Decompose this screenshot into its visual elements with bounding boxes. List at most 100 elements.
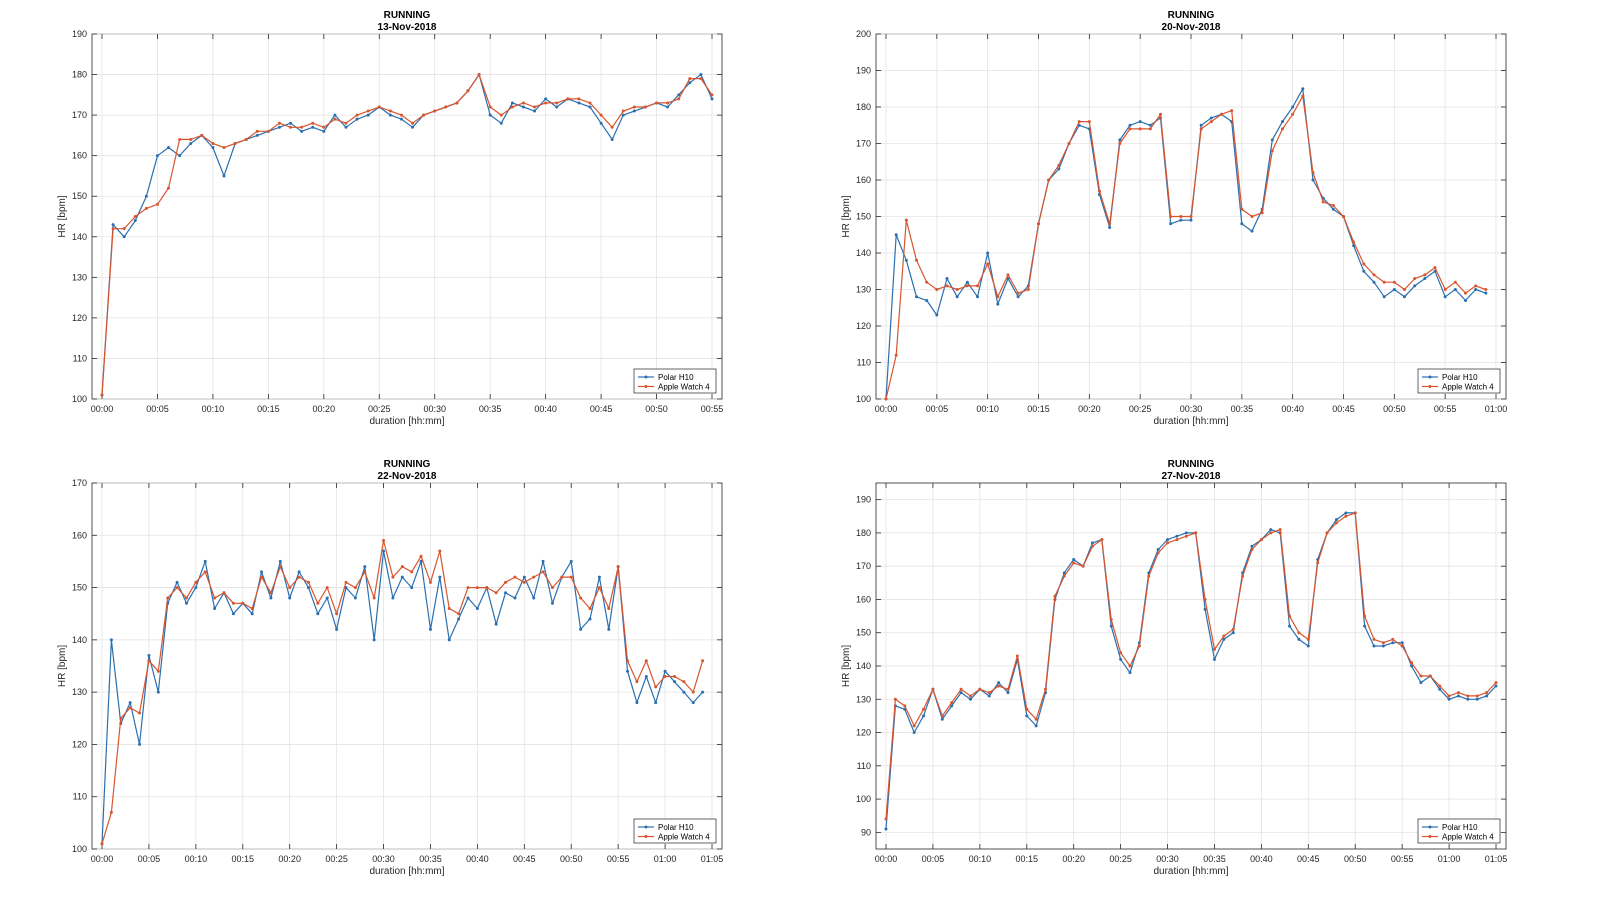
data-point: [391, 575, 395, 579]
data-point: [635, 680, 639, 684]
data-point: [1025, 707, 1029, 711]
data-point: [894, 353, 898, 357]
data-point: [986, 251, 990, 255]
x-tick-label: 00:40: [1281, 404, 1304, 414]
data-point: [1006, 691, 1010, 695]
x-tick-label: 00:50: [645, 404, 668, 414]
data-point: [260, 575, 264, 579]
data-point: [333, 113, 337, 117]
x-tick-label: 00:15: [1016, 854, 1039, 864]
data-point: [682, 690, 686, 694]
y-tick-label: 170: [72, 478, 87, 488]
legend-marker: [644, 375, 648, 379]
data-point: [579, 627, 583, 631]
data-point: [950, 704, 954, 708]
data-point: [1342, 215, 1345, 218]
data-point: [156, 669, 160, 673]
data-point: [1138, 127, 1142, 131]
data-point: [1484, 291, 1488, 295]
data-point: [316, 612, 320, 616]
data-point: [599, 113, 603, 117]
data-point: [1119, 657, 1123, 661]
data-point: [499, 113, 503, 117]
data-point: [477, 73, 481, 77]
data-point: [1220, 112, 1223, 116]
data-point: [1381, 641, 1385, 645]
data-point: [1297, 631, 1301, 635]
data-point: [677, 93, 681, 97]
data-point: [1062, 571, 1066, 575]
data-point: [1189, 215, 1193, 218]
data-point: [915, 295, 918, 299]
data-point: [1362, 262, 1366, 266]
data-point: [1334, 521, 1338, 525]
data-point: [1231, 631, 1235, 635]
y-tick-label: 140: [72, 232, 87, 242]
data-point: [1250, 229, 1254, 233]
data-point: [1391, 641, 1395, 645]
legend-label: Apple Watch 4: [658, 833, 710, 842]
data-point: [1184, 531, 1188, 535]
data-point: [499, 121, 503, 125]
data-point: [428, 580, 432, 584]
x-tick-label: 00:05: [146, 404, 169, 414]
x-tick-label: 00:20: [1078, 404, 1101, 414]
x-tick-label: 00:00: [91, 854, 114, 864]
chart-subtitle: 13-Nov-2018: [378, 22, 437, 33]
data-point: [1391, 637, 1395, 641]
data-point: [1447, 694, 1451, 698]
data-point: [325, 586, 329, 590]
data-point: [566, 97, 570, 101]
data-point: [965, 280, 969, 284]
x-tick-label: 00:25: [325, 854, 348, 864]
data-point: [626, 659, 630, 663]
data-point: [277, 121, 281, 125]
data-point: [260, 570, 264, 574]
data-point: [701, 659, 705, 663]
legend-marker: [644, 825, 648, 829]
data-point: [1466, 697, 1470, 701]
y-tick-label: 120: [72, 313, 87, 323]
data-point: [372, 596, 376, 600]
data-point: [1199, 127, 1203, 131]
y-tick-label: 190: [72, 29, 87, 39]
data-point: [391, 596, 395, 600]
plot-area: [91, 33, 723, 400]
data-point: [122, 227, 126, 231]
data-point: [300, 129, 304, 133]
data-point: [1410, 664, 1414, 668]
data-point: [388, 113, 392, 117]
data-point: [289, 121, 293, 125]
y-tick-label: 190: [856, 66, 871, 76]
x-tick-label: 00:15: [257, 404, 280, 414]
data-point: [1353, 511, 1357, 515]
data-point: [1119, 651, 1123, 655]
data-point: [621, 109, 625, 113]
data-point: [288, 586, 292, 590]
data-point: [411, 121, 415, 125]
data-point: [447, 606, 451, 610]
data-point: [278, 559, 282, 563]
data-point: [1381, 644, 1385, 648]
data-point: [1453, 280, 1457, 284]
y-axis-label: HR [bpm]: [57, 195, 68, 237]
data-point: [959, 691, 963, 695]
x-tick-label: 00:30: [1156, 854, 1179, 864]
data-point: [147, 654, 151, 658]
legend-marker: [1428, 385, 1432, 388]
data-point: [1057, 167, 1061, 171]
x-tick-label: 01:05: [701, 854, 724, 864]
x-tick-label: 00:00: [875, 854, 898, 864]
data-point: [884, 827, 888, 831]
data-point: [1410, 661, 1414, 665]
data-point: [419, 554, 423, 558]
data-point: [1159, 112, 1162, 116]
data-point: [475, 606, 479, 610]
data-point: [1057, 163, 1061, 167]
data-point: [577, 97, 581, 101]
data-point: [1316, 561, 1320, 565]
y-tick-label: 150: [856, 212, 871, 222]
data-point: [1311, 178, 1315, 182]
x-axis-label: duration [hh:mm]: [1153, 416, 1228, 427]
